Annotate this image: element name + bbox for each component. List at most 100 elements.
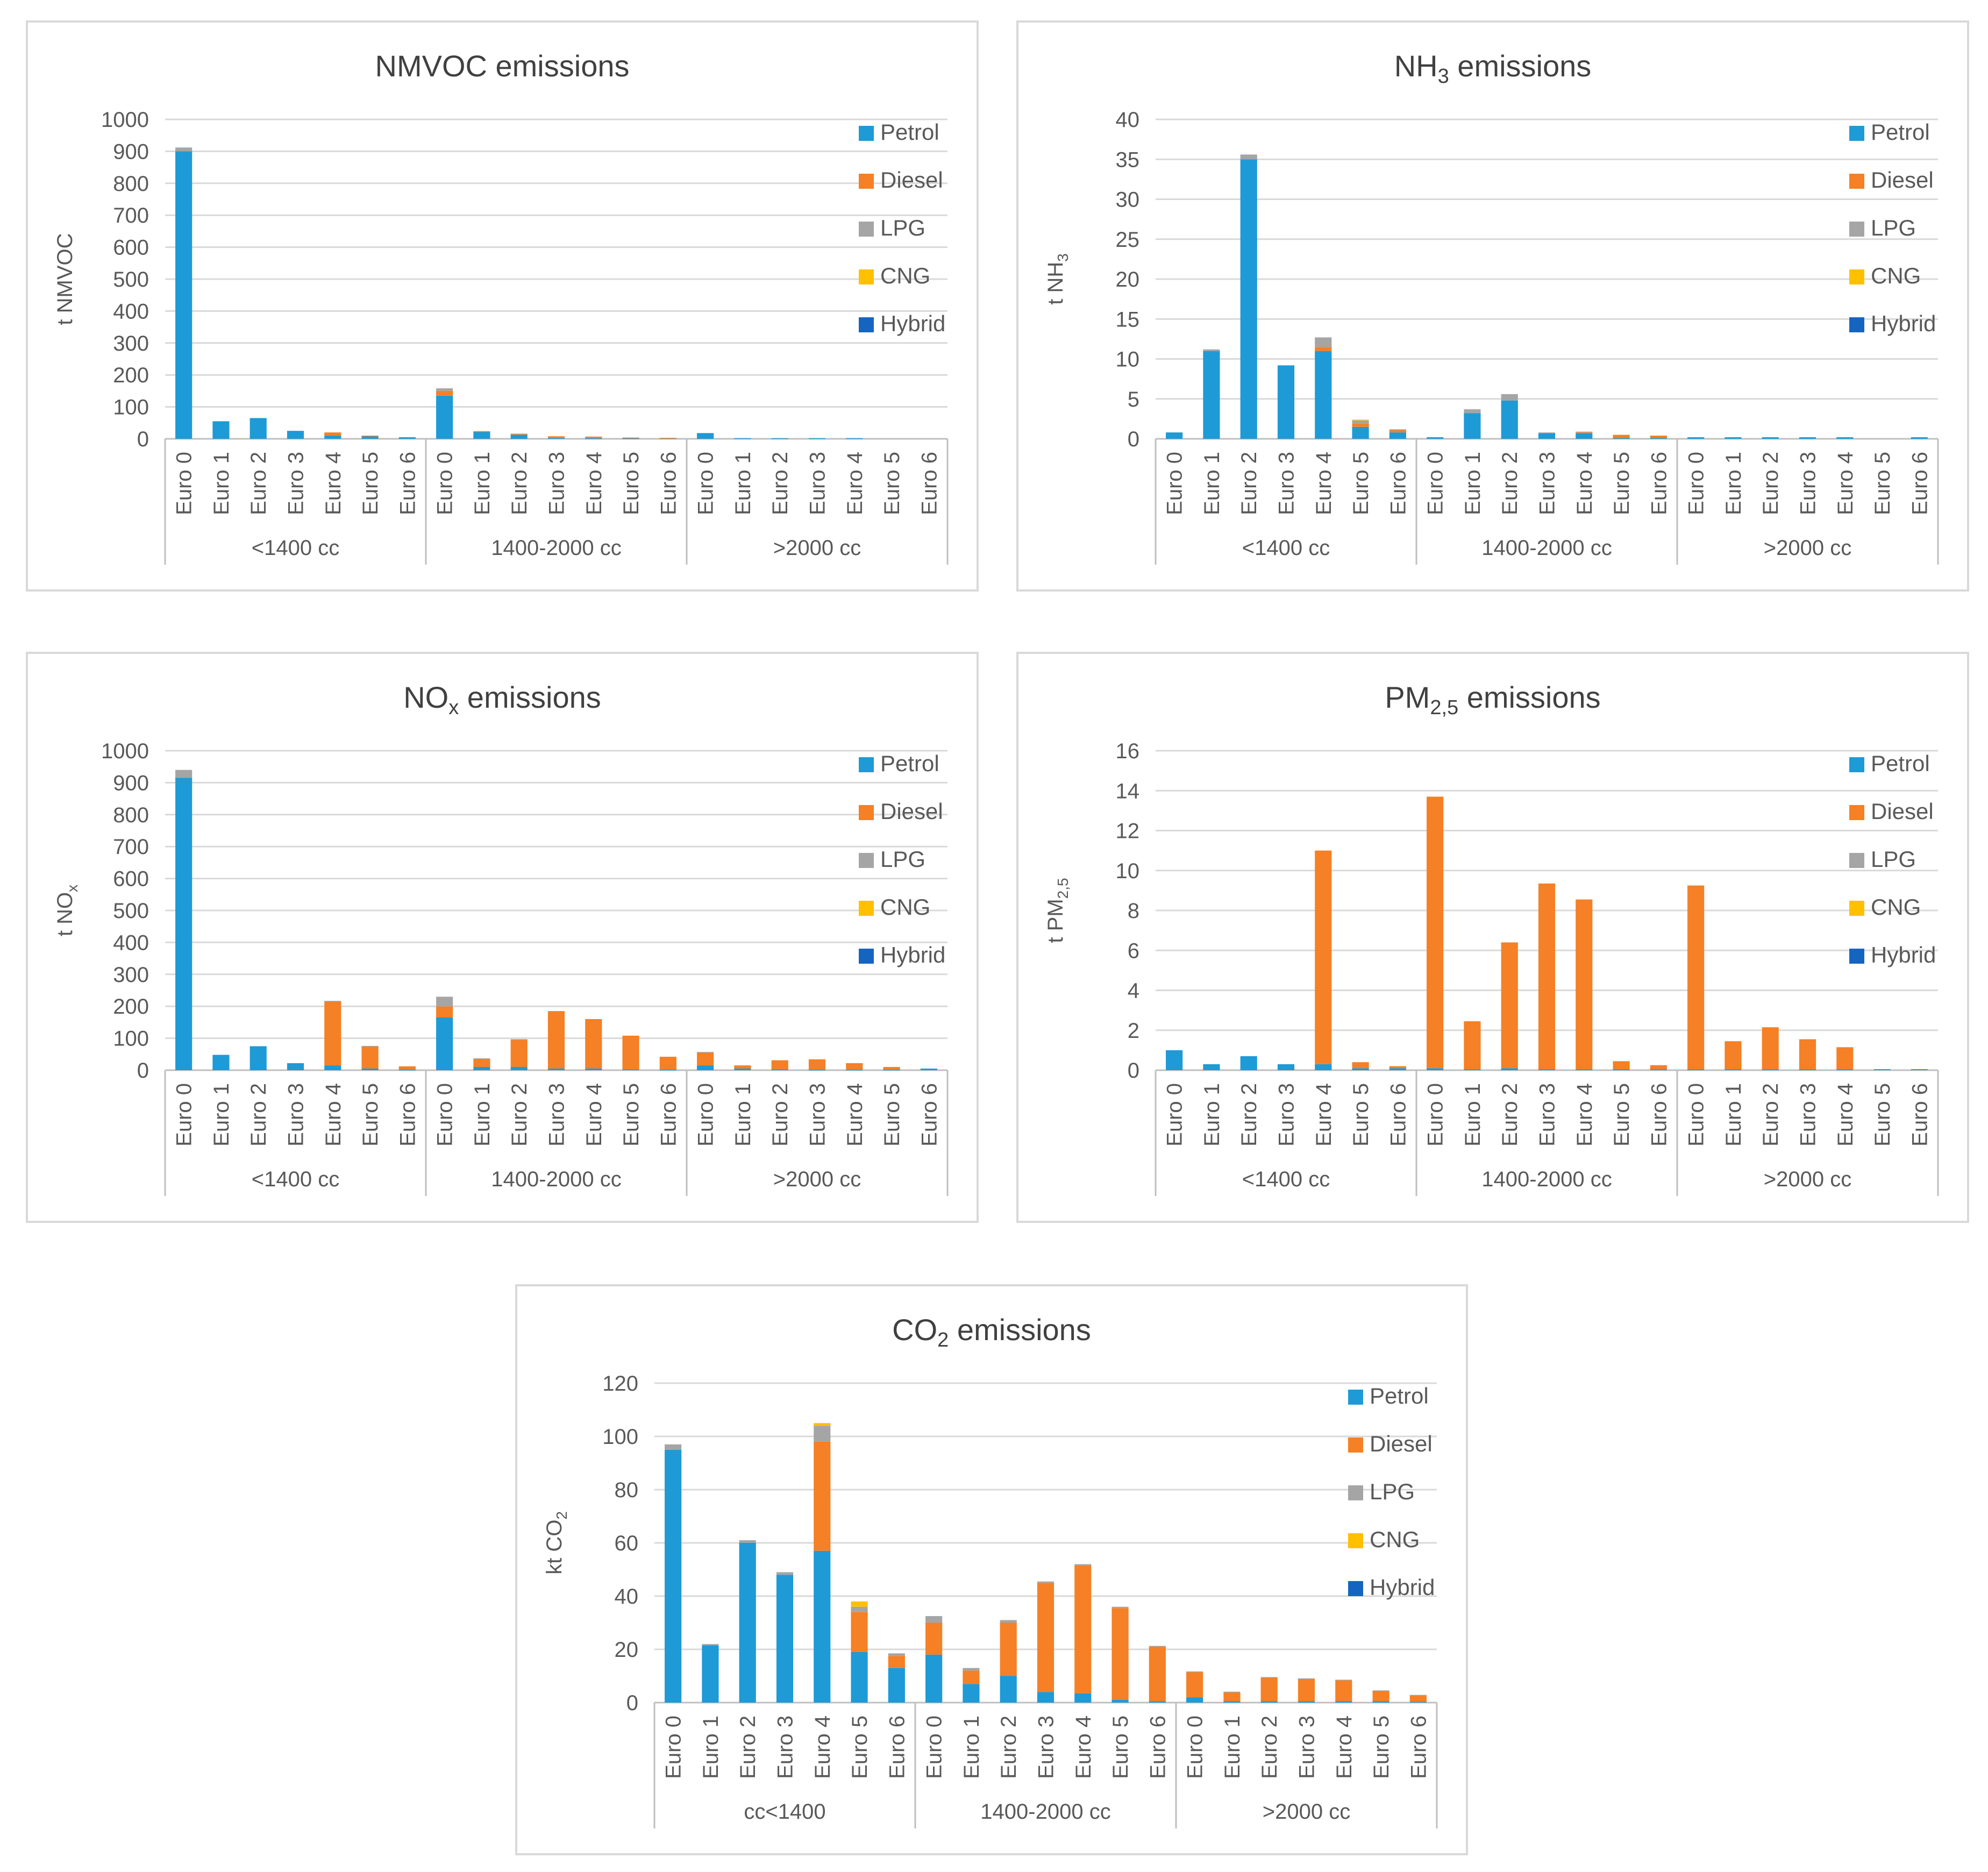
bar-lpg — [1501, 394, 1518, 401]
x-tick-label: Euro 2 — [1498, 452, 1522, 515]
chart-pm25: 0 2 4 6 8 10 12 14 16 t PM2,5 Euro 0 Euro 1 Euro 2 Eu… — [1044, 739, 1939, 1196]
bar-petrol — [1836, 1069, 1854, 1070]
x-tick-label: Euro 3 — [1275, 452, 1299, 515]
x-tick-label: Euro 5 — [359, 452, 382, 515]
y-tick-label: 700 — [113, 835, 149, 859]
bar-diesel — [925, 1622, 943, 1655]
legend-swatch-diesel — [1348, 1437, 1363, 1453]
y-axis-label: kt CO2 — [543, 1511, 570, 1575]
y-tick-label: 800 — [113, 172, 149, 196]
legend-swatch-lpg — [1849, 222, 1864, 237]
x-tick-label: Euro 2 — [1237, 1083, 1261, 1147]
bar-petrol — [1240, 159, 1257, 439]
bar-diesel — [1111, 1608, 1129, 1700]
group-label: >2000 cc — [773, 536, 861, 560]
x-tick-label: Euro 1 — [731, 1083, 755, 1147]
legend-swatch-lpg — [859, 853, 874, 868]
bar-lpg — [776, 1572, 794, 1575]
legend-label-hybrid: Hybrid — [1871, 311, 1936, 336]
bar-lpg — [1074, 1564, 1092, 1566]
bar-diesel — [1352, 1062, 1369, 1069]
bar-petrol — [547, 438, 565, 439]
y-tick-label: 35 — [1116, 148, 1140, 172]
bar-diesel — [1613, 435, 1630, 438]
y-tick-label: 25 — [1116, 228, 1140, 252]
bar-petrol — [1576, 433, 1593, 439]
bar-diesel — [1389, 1066, 1406, 1069]
bar-diesel — [1315, 347, 1332, 351]
y-axis-label-sub: 2,5 — [1054, 878, 1071, 899]
x-tick-label: Euro 4 — [811, 1716, 835, 1779]
x-tick-label: Euro 2 — [1498, 1083, 1522, 1147]
x-tick-label: Euro 6 — [1647, 452, 1671, 515]
legend-label-cng: CNG — [1871, 263, 1921, 288]
bar-petrol — [1389, 432, 1406, 439]
y-tick-label: 60 — [615, 1532, 639, 1555]
y-tick-label: 40 — [1116, 108, 1140, 132]
bar-petrol — [846, 1069, 863, 1071]
bar-diesel — [547, 1011, 565, 1069]
bar-diesel — [851, 1612, 868, 1652]
bar-diesel — [883, 1067, 900, 1070]
x-tick-label: Euro 1 — [731, 452, 755, 515]
legend-swatch-cng — [1849, 269, 1864, 284]
bar-petrol — [808, 1069, 826, 1071]
legend-label-hybrid: Hybrid — [880, 311, 945, 336]
x-tick-label: Euro 6 — [396, 452, 419, 515]
bar-petrol — [1538, 1069, 1556, 1070]
bar-petrol — [771, 1069, 788, 1070]
bar-petrol — [287, 1063, 304, 1070]
y-tick-label: 6 — [1128, 939, 1139, 963]
x-tick-label: Euro 2 — [247, 452, 270, 515]
group-label: >2000 cc — [1263, 1800, 1350, 1824]
bar-petrol — [1501, 400, 1518, 439]
x-tick-label: Euro 5 — [1871, 452, 1894, 515]
bar-diesel — [1315, 850, 1332, 1064]
x-tick-label: Euro 5 — [1349, 1083, 1373, 1147]
bar-petrol — [1613, 1069, 1630, 1070]
x-tick-label: Euro 6 — [1908, 452, 1932, 515]
x-tick-label: Euro 3 — [806, 452, 830, 515]
y-tick-label: 600 — [113, 867, 149, 891]
group-label: 1400-2000 cc — [491, 1168, 621, 1191]
chart-panel-nmvoc: NMVOC emissions 0 100 200 300 400 500 600 700 80… — [26, 20, 979, 592]
x-tick-label: Euro 2 — [768, 1083, 792, 1147]
bar-diesel — [585, 436, 602, 438]
bar-diesel — [361, 1046, 379, 1069]
x-tick-label: Euro 3 — [1536, 1083, 1559, 1147]
bar-diesel — [771, 1060, 788, 1070]
bar-petrol — [175, 778, 193, 1070]
bar-lpg — [665, 1444, 682, 1450]
x-tick-label: Euro 4 — [322, 1083, 345, 1147]
bar-lpg — [851, 1606, 868, 1612]
bar-lpg — [925, 1616, 943, 1623]
bar-lpg — [1149, 1646, 1166, 1647]
bar-petrol — [1352, 426, 1369, 439]
bar-petrol — [1650, 1069, 1667, 1070]
y-tick-label: 0 — [137, 428, 149, 451]
x-tick-label: Euro 0 — [433, 452, 457, 515]
bar-petrol — [1111, 1700, 1129, 1703]
x-tick-label: Euro 2 — [508, 452, 531, 515]
bar-diesel — [1725, 1041, 1742, 1070]
bar-cng — [851, 1601, 868, 1607]
bar-diesel — [734, 1065, 751, 1069]
bar-diesel — [808, 1059, 826, 1070]
bar-diesel — [510, 433, 528, 435]
x-tick-label: Euro 1 — [1221, 1716, 1244, 1779]
bar-diesel — [547, 436, 565, 438]
chart-title-nh3: NH3 emissions — [1394, 49, 1592, 88]
legend-swatch-petrol — [1849, 126, 1864, 141]
x-tick-label: Euro 4 — [1573, 452, 1597, 515]
bar-petrol — [622, 1069, 639, 1070]
chart-title-nox: NOx emissions — [403, 680, 601, 720]
bar-petrol — [361, 1069, 379, 1070]
bar-petrol — [1613, 438, 1630, 439]
legend-label-lpg: LPG — [880, 846, 925, 872]
chart-nh3: 0 5 10 15 20 25 30 35 40 t NH3 Euro 0 Euro 1 Euro 2 E… — [1044, 108, 1939, 565]
bar-petrol — [250, 418, 267, 439]
bar-diesel — [324, 432, 341, 436]
bar-diesel — [846, 1063, 863, 1070]
x-tick-label: Euro 4 — [1072, 1716, 1095, 1779]
bar-petrol — [1149, 1701, 1166, 1703]
